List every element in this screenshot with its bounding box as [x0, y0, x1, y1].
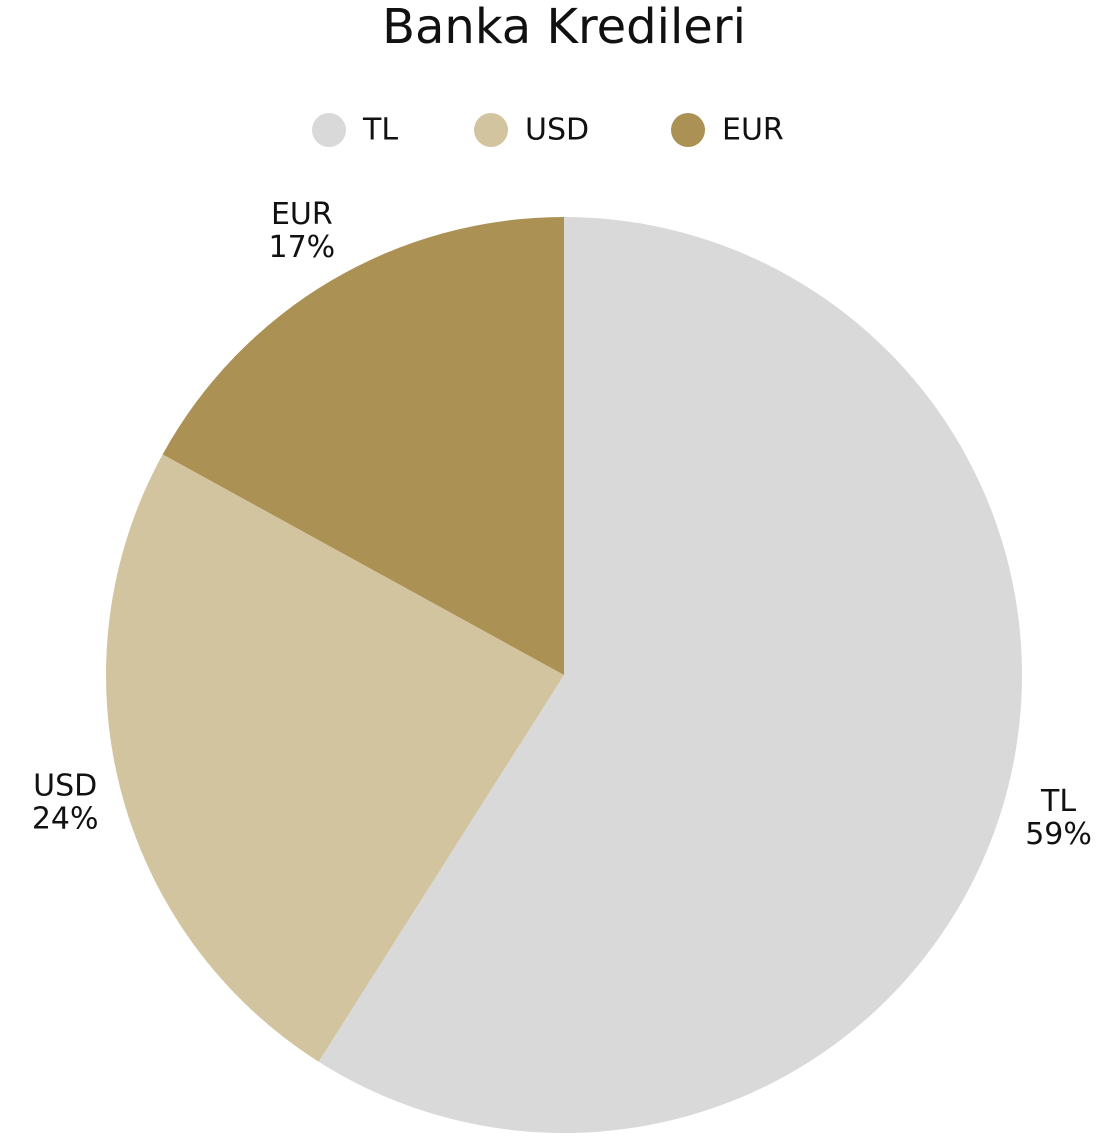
slice-category-label: EUR: [271, 197, 333, 232]
chart-title: Banka Kredileri: [382, 0, 746, 55]
slice-category-label: TL: [1040, 784, 1076, 819]
pie-slice: [318, 217, 1023, 1133]
legend-label: TL: [362, 113, 398, 148]
legend-swatch: [312, 113, 346, 147]
legend-swatch: [474, 113, 508, 147]
slice-category-label: USD: [33, 769, 97, 804]
pie-slice: [105, 454, 565, 1062]
slice-value-label: 24%: [32, 802, 99, 837]
slice-value-label: 59%: [1025, 817, 1092, 852]
legend-label: USD: [525, 113, 589, 148]
legend-swatch: [671, 113, 705, 147]
slice-value-label: 17%: [268, 230, 335, 265]
pie-slice: [162, 217, 564, 675]
legend-label: EUR: [722, 113, 784, 148]
